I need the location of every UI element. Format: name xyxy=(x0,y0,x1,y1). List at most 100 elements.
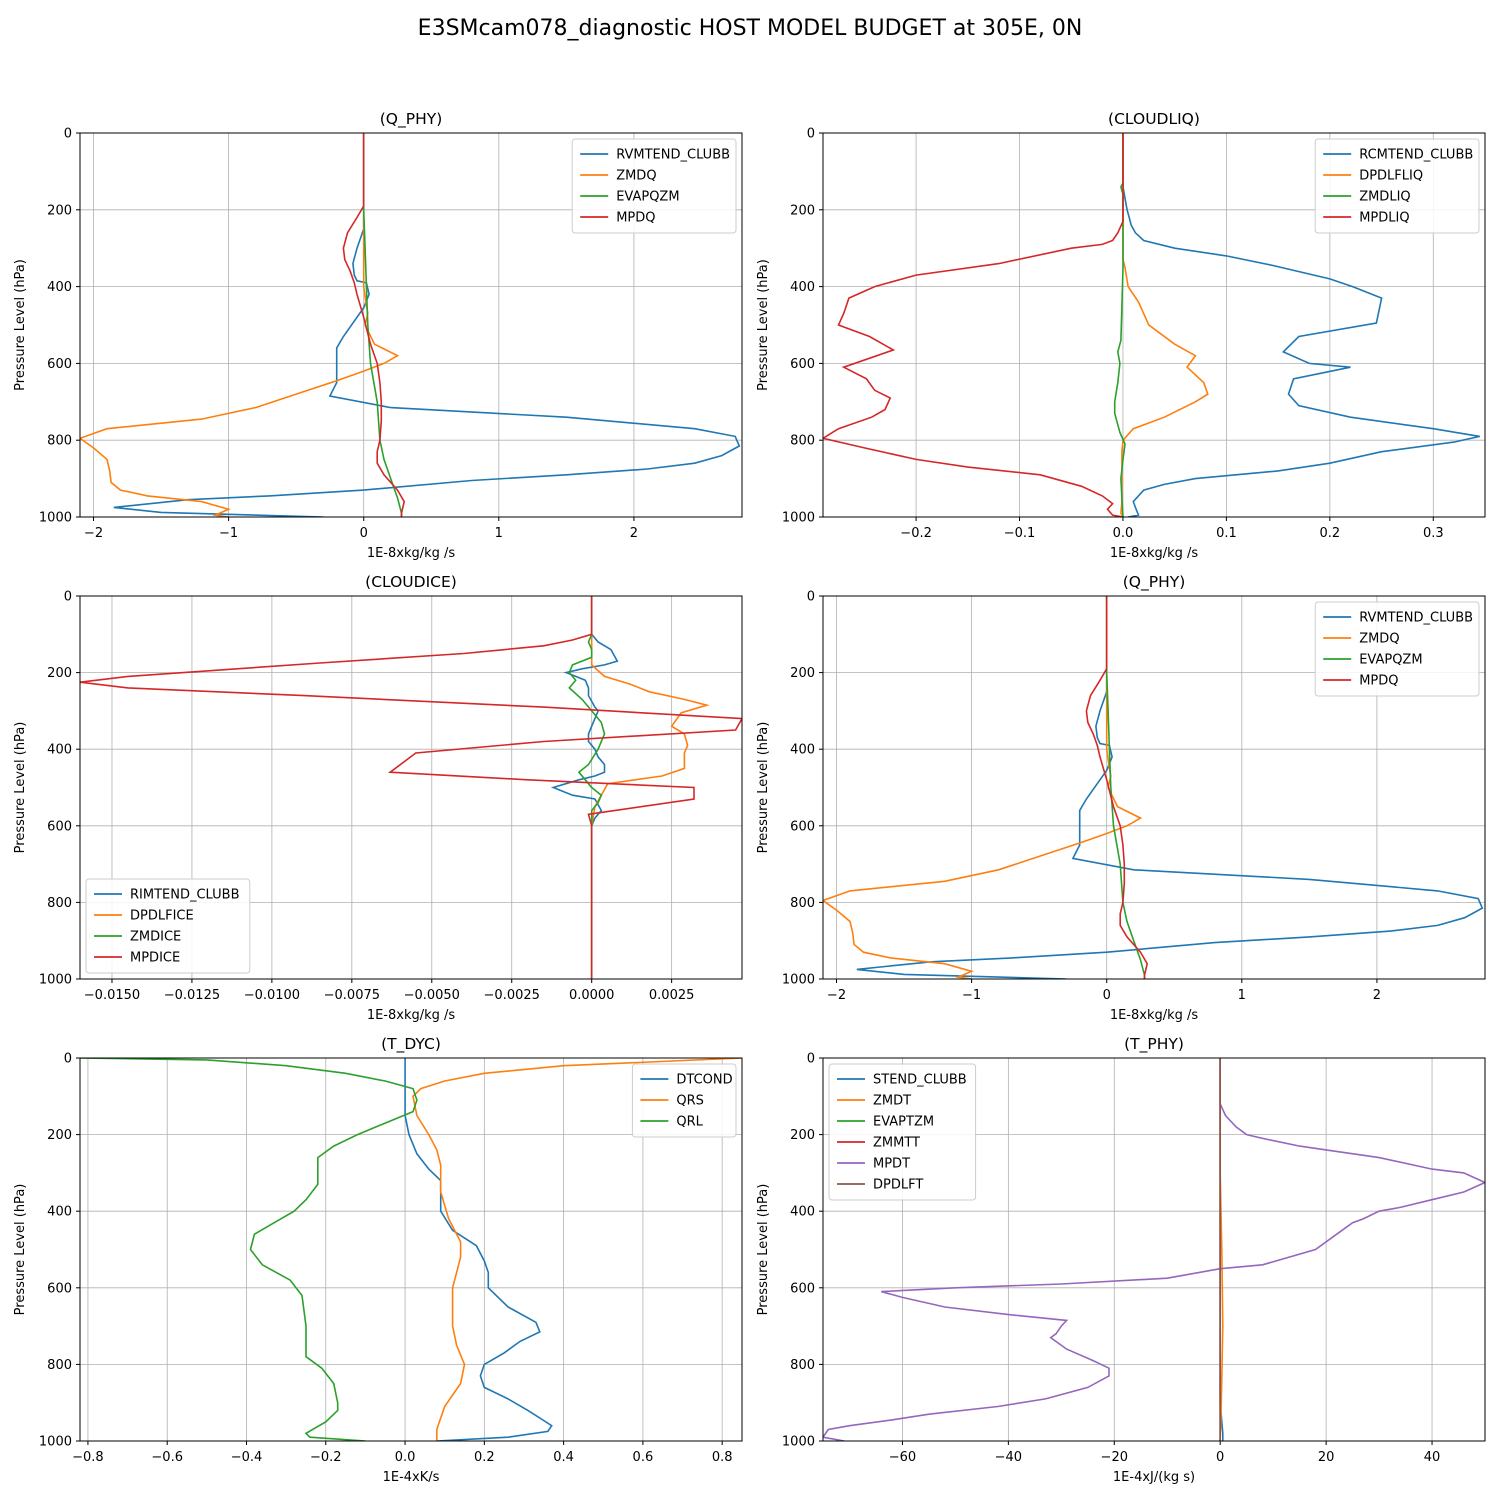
plot-frame xyxy=(79,595,743,980)
x-tick-label: −0.4 xyxy=(231,1450,263,1465)
y-tick-label: 1000 xyxy=(782,1435,815,1450)
y-tick-label: 600 xyxy=(790,1281,815,1296)
y-tick-label: 0 xyxy=(64,1052,72,1067)
x-tick-label: −60 xyxy=(889,1450,916,1465)
chart-panel-3: −0.0150 −0.0125 −0.0100 −0.0075 −0.0050 −0.00… xyxy=(13,573,743,1023)
y-tick-label: 1000 xyxy=(39,973,72,988)
legend-box xyxy=(1314,601,1480,697)
legend-label: RCMTEND_CLUBB xyxy=(1359,148,1473,163)
series-line-mpdliq xyxy=(823,133,1124,517)
x-tick-label: −0.0150 xyxy=(84,988,140,1003)
y-tick-label: 0 xyxy=(64,127,72,142)
x-tick-label: 0 xyxy=(1216,1450,1224,1465)
x-axis-label: 1E-8xkg/kg /s xyxy=(367,546,456,561)
series-line-rimtend-clubb xyxy=(550,596,619,979)
legend: DTCOND QRS QRL xyxy=(631,1063,737,1138)
legend: STEND_CLUBB ZMDT EVAPTZM ZMMTT MPDT DPDLFT xyxy=(828,1063,977,1201)
x-tick-label: 0.0 xyxy=(1113,526,1134,541)
series-line-qrs xyxy=(412,1058,742,1441)
chart-panel-6: −60 −40 −20 0 20 4002004006008001000(T_PHY)1E… xyxy=(756,1035,1486,1485)
legend-label: EVAPQZM xyxy=(616,190,679,205)
y-tick-label: 0 xyxy=(807,127,815,142)
x-tick-label: −0.0075 xyxy=(324,988,380,1003)
y-tick-label: 400 xyxy=(47,743,72,758)
x-tick-label: −0.2 xyxy=(900,526,932,541)
x-tick-label: −0.8 xyxy=(72,1450,104,1465)
x-tick-label: −0.0100 xyxy=(244,988,300,1003)
series-line-dtcond xyxy=(404,1058,553,1441)
y-tick-label: 400 xyxy=(790,280,815,295)
y-tick-label: 400 xyxy=(790,1205,815,1220)
legend-label: ZMDQ xyxy=(1359,632,1399,647)
series-line-mpdq xyxy=(342,133,406,517)
series-line-mpdt xyxy=(823,1058,1485,1441)
legend-box xyxy=(828,1063,977,1201)
x-axis-label: 1E-8xkg/kg /s xyxy=(367,1008,456,1023)
legend: RVMTEND_CLUBB ZMDQ EVAPQZM MPDQ xyxy=(1314,601,1480,697)
x-tick-label: 2 xyxy=(1373,988,1381,1003)
x-tick-label: 0.0 xyxy=(395,1450,416,1465)
legend-label: ZMDQ xyxy=(616,169,656,184)
series-line-evapqzm xyxy=(1105,596,1146,979)
y-tick-label: 0 xyxy=(807,590,815,605)
series-line-zmdq xyxy=(823,596,1143,979)
y-tick-label: 800 xyxy=(47,434,72,449)
legend-label: STEND_CLUBB xyxy=(873,1073,967,1088)
y-tick-label: 1000 xyxy=(39,511,72,526)
x-tick-label: −0.6 xyxy=(151,1450,183,1465)
y-tick-label: 800 xyxy=(47,896,72,911)
x-tick-label: 0.2 xyxy=(1320,526,1341,541)
legend-label: EVAPTZM xyxy=(873,1115,934,1130)
panel-title: (Q_PHY) xyxy=(380,110,443,129)
x-tick-label: −0.0050 xyxy=(404,988,460,1003)
panel-title: (T_DYC) xyxy=(381,1035,441,1054)
legend-box xyxy=(631,1063,737,1138)
y-axis-label: Pressure Level (hPa) xyxy=(756,1184,771,1316)
x-tick-label: 0.2 xyxy=(474,1450,495,1465)
legend-label: ZMMTT xyxy=(873,1136,920,1151)
x-tick-label: −1 xyxy=(219,526,238,541)
legend-label: DPDLFT xyxy=(873,1178,923,1193)
x-axis-label: 1E-4xK/s xyxy=(383,1470,440,1485)
y-tick-label: 1000 xyxy=(782,973,815,988)
y-tick-label: 800 xyxy=(47,1358,72,1373)
panel-title: (T_PHY) xyxy=(1124,1035,1184,1054)
chart-panel-5: −0.8 −0.6 −0.4 −0.2 0.0 0.2 0.4 0.6 0.8 0 200 400 60… xyxy=(13,1035,743,1485)
legend-label: MPDQ xyxy=(616,211,655,226)
legend-label: RIMTEND_CLUBB xyxy=(130,888,240,903)
legend-label: MPDT xyxy=(873,1157,910,1172)
legend: RCMTEND_CLUBB DPDLFLIQ ZMDLIQ MPDLIQ xyxy=(1314,138,1480,234)
series-line-zmdice xyxy=(568,596,606,979)
x-tick-label: −2 xyxy=(84,526,103,541)
x-tick-label: 0.0025 xyxy=(649,988,695,1003)
y-tick-label: 600 xyxy=(47,1281,72,1296)
y-tick-label: 600 xyxy=(47,357,72,372)
x-tick-label: −0.0125 xyxy=(164,988,220,1003)
x-tick-label: 0.4 xyxy=(553,1450,574,1465)
x-axis-label: 1E-4xJ/(kg s) xyxy=(1113,1470,1195,1485)
legend-label: QRL xyxy=(676,1115,703,1130)
legend-label: ZMDT xyxy=(873,1094,911,1109)
x-tick-label: 0 xyxy=(360,526,368,541)
series-line-rvmtend-clubb xyxy=(113,133,741,517)
y-tick-label: 1000 xyxy=(39,1435,72,1450)
legend-label: DPDLFICE xyxy=(130,909,194,924)
y-tick-label: 0 xyxy=(64,590,72,605)
panel-title: (CLOUDICE) xyxy=(365,573,457,591)
x-tick-label: 2 xyxy=(630,526,638,541)
legend-label: DPDLFLIQ xyxy=(1359,169,1423,184)
y-tick-label: 200 xyxy=(790,203,815,218)
y-tick-label: 200 xyxy=(47,666,72,681)
chart-panel-1: −2 −1 0 1 2 0 200 400 600 800 1000 (Q_PHY) 1E-8xkg/k… xyxy=(13,110,743,561)
x-tick-label: 40 xyxy=(1424,1450,1441,1465)
series-line-evapqzm xyxy=(362,133,403,517)
series-line-zmdq xyxy=(80,133,400,517)
plot-frame xyxy=(79,132,743,518)
legend-label: EVAPQZM xyxy=(1359,653,1422,668)
x-tick-label: −2 xyxy=(827,988,846,1003)
x-tick-label: −0.1 xyxy=(1004,526,1036,541)
y-tick-label: 800 xyxy=(790,896,815,911)
legend-label: MPDICE xyxy=(130,951,180,966)
y-tick-label: 600 xyxy=(790,819,815,834)
x-axis-label: 1E-8xkg/kg /s xyxy=(1110,546,1199,561)
